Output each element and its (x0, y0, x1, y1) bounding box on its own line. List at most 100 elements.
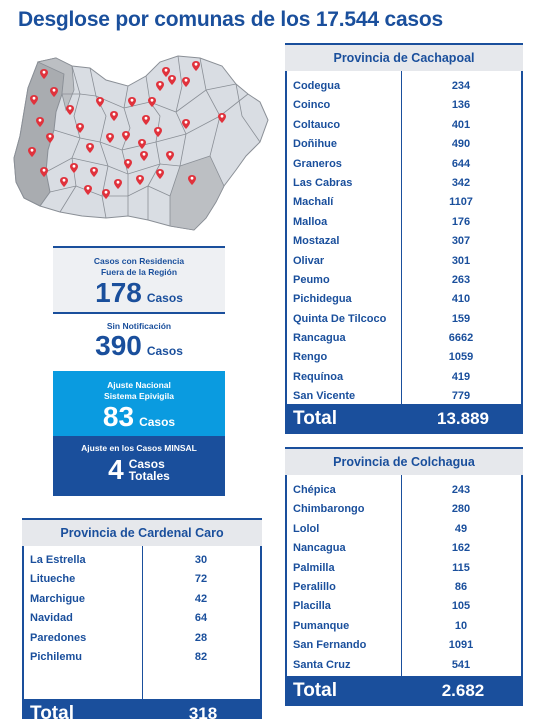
commune-cases: 162 (451, 542, 471, 555)
commune-cases: 243 (451, 484, 471, 496)
cardenal-caro-title: Provincia de Cardenal Caro (22, 518, 262, 546)
commune-cases: 779 (451, 390, 471, 403)
commune-name: Rengo (293, 351, 328, 364)
table-row: Placilla 105 (287, 597, 521, 616)
ajuste-minsal-label: Ajuste en los Casos MINSAL (81, 443, 197, 453)
cachapoal-total-value: 13.889 (437, 409, 489, 428)
column-divider (401, 71, 402, 404)
commune-cases: 419 (451, 370, 471, 383)
colchagua-total-row: Total 2.682 (285, 676, 523, 706)
table-row: Nancagua 162 (287, 539, 521, 558)
commune-name: Pumanque (293, 619, 350, 632)
region-map (13, 55, 269, 231)
commune-name: Placilla (293, 600, 331, 613)
table-row: Paredones 28 (24, 629, 260, 648)
table-row: Lolol 49 (287, 520, 521, 539)
commune-name: Nancagua (293, 542, 346, 555)
commune-cases: 307 (451, 235, 471, 248)
commune-name: Chimbarongo (293, 503, 365, 516)
cachapoal-body: Codegua 234 Coinco 136 Coltauco 401 Doñihue 490… (285, 71, 523, 404)
fuera-region-value: 178 (95, 277, 142, 308)
commune-name: Graneros (293, 157, 342, 170)
commune-name: San Fernando (293, 639, 367, 652)
commune-name: Machalí (293, 196, 334, 209)
commune-cases: 644 (451, 157, 471, 170)
commune-cases: 49 (454, 522, 468, 535)
commune-cases: 6662 (448, 332, 474, 345)
commune-name: Coinco (293, 99, 331, 112)
cachapoal-total-row: Total 13.889 (285, 404, 523, 434)
commune-name: Chépica (293, 484, 336, 496)
commune-name: Pichilemu (30, 650, 82, 663)
table-row: Peumo 263 (287, 271, 521, 290)
ajuste-nacional-unit: Casos (139, 415, 176, 429)
commune-name: Quinta De Tilcoco (293, 312, 387, 325)
fuera-region-label-1: Casos con Residencia (93, 256, 185, 266)
table-row: Las Cabras 342 (287, 174, 521, 193)
ajuste-minsal-unit-2: Totales (128, 469, 170, 483)
table-row: Coinco 136 (287, 96, 521, 115)
commune-name: Palmilla (293, 561, 335, 574)
table-row: Requínoa 419 (287, 368, 521, 387)
colchagua-total-label: Total (293, 680, 337, 701)
table-row: Pichidegua 410 (287, 290, 521, 309)
ajuste-minsal-box: Ajuste en los Casos MINSAL 4 Casos Total… (53, 436, 225, 496)
ajuste-nacional-label-2: Sistema Epivigila (104, 391, 174, 401)
sin-notificacion-label: Sin Notificación (106, 321, 172, 331)
table-row: Doñihue 490 (287, 135, 521, 154)
commune-cases: 10 (454, 619, 468, 632)
table-row: Santa Cruz 541 (287, 656, 521, 675)
cachapoal-table: Provincia de Cachapoal Codegua 234 Coinco 1… (285, 43, 523, 434)
commune-name: Litueche (30, 573, 76, 586)
commune-name: Paredones (30, 631, 87, 644)
commune-cases: 42 (194, 592, 208, 605)
colchagua-body: Chépica 243 Chimbarongo 280 Lolol 49 Nancagua 1… (285, 475, 523, 676)
commune-cases: 82 (194, 650, 208, 663)
colchagua-total-value: 2.682 (441, 681, 485, 700)
commune-cases: 136 (451, 99, 471, 112)
table-row: Quinta De Tilcoco 159 (287, 310, 521, 329)
commune-cases: 301 (451, 254, 471, 267)
table-row: Pumanque 10 (287, 617, 521, 636)
commune-name: Navidad (30, 612, 73, 625)
commune-cases: 159 (451, 312, 471, 325)
commune-name: Marchigue (30, 592, 86, 605)
commune-cases: 401 (451, 118, 471, 131)
colchagua-table: Provincia de Colchagua Chépica 243 Chimbar… (285, 447, 523, 706)
commune-cases: 64 (194, 612, 208, 625)
commune-name: La Estrella (30, 554, 86, 566)
commune-name: Rancagua (293, 332, 346, 345)
commune-name: Peralillo (293, 580, 336, 593)
table-row: Rancagua 6662 (287, 329, 521, 348)
commune-name: Doñihue (293, 138, 337, 151)
table-row: Pichilemu 82 (24, 648, 260, 667)
table-row: Palmilla 115 (287, 559, 521, 578)
page-title: Desglose por comunas de los 17.544 casos (18, 8, 444, 31)
commune-name: Coltauco (293, 118, 341, 131)
table-row: Graneros 644 (287, 155, 521, 174)
cardenal-caro-total-label: Total (30, 703, 74, 719)
commune-cases: 490 (451, 138, 471, 151)
commune-name: Pichidegua (293, 293, 352, 306)
commune-cases: 28 (194, 631, 208, 644)
table-row: Codegua 234 (287, 77, 521, 96)
commune-cases: 342 (451, 176, 471, 189)
ajuste-minsal-value: 4 (108, 454, 124, 485)
cachapoal-title: Provincia de Cachapoal (285, 43, 523, 71)
commune-name: Peumo (293, 273, 330, 286)
commune-name: Olivar (293, 254, 325, 267)
sin-notificacion-unit: Casos (146, 344, 183, 358)
sin-notificacion-value: 390 (95, 330, 142, 361)
commune-cases: 1091 (448, 639, 474, 652)
table-row: Malloa 176 (287, 213, 521, 232)
commune-name: Lolol (293, 522, 320, 535)
commune-cases: 280 (451, 503, 471, 516)
ajuste-nacional-box: Ajuste Nacional Sistema Epivigila 83 Cas… (53, 371, 225, 436)
sin-notificacion-box: Sin Notificación 390 Casos (53, 318, 225, 368)
commune-cases: 30 (194, 554, 208, 566)
table-row: Navidad 64 (24, 609, 260, 628)
commune-name: Santa Cruz (293, 658, 351, 671)
commune-cases: 234 (451, 80, 471, 92)
table-row: Litueche 72 (24, 570, 260, 589)
table-row: San Fernando 1091 (287, 636, 521, 655)
